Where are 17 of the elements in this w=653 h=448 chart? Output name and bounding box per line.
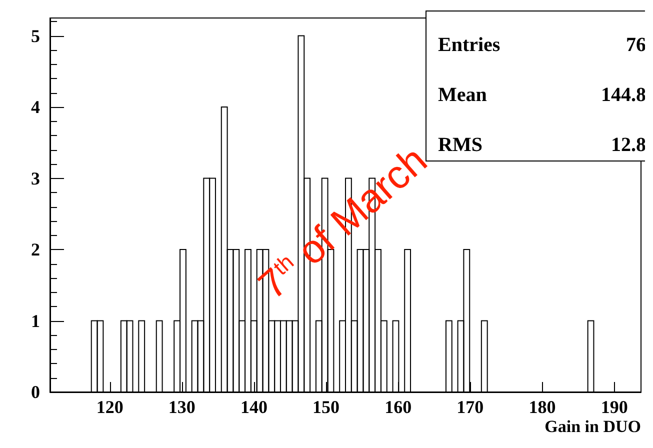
y-tick-label: 2 [31, 240, 40, 260]
x-tick-label: 150 [312, 397, 340, 417]
x-tick-label: 180 [528, 397, 556, 417]
x-tick-label: 140 [240, 397, 268, 417]
y-tick-label: 0 [31, 382, 40, 402]
text: Mean 144.8 [438, 84, 646, 106]
x-tick-label: 190 [600, 397, 628, 417]
y-tick-label: 4 [31, 97, 40, 118]
y-tick-label: 1 [31, 310, 40, 331]
x-tick-label: 130 [168, 397, 196, 417]
x-tick-label: 170 [456, 397, 484, 417]
y-tick-label: 5 [31, 26, 40, 46]
x-axis-title: Gain in DUO [544, 417, 641, 436]
x-tick-label: 120 [96, 397, 124, 417]
text: RMS 12.8 [438, 134, 646, 156]
x-tick-label: 160 [384, 397, 412, 417]
y-tick-label: 3 [31, 168, 40, 188]
